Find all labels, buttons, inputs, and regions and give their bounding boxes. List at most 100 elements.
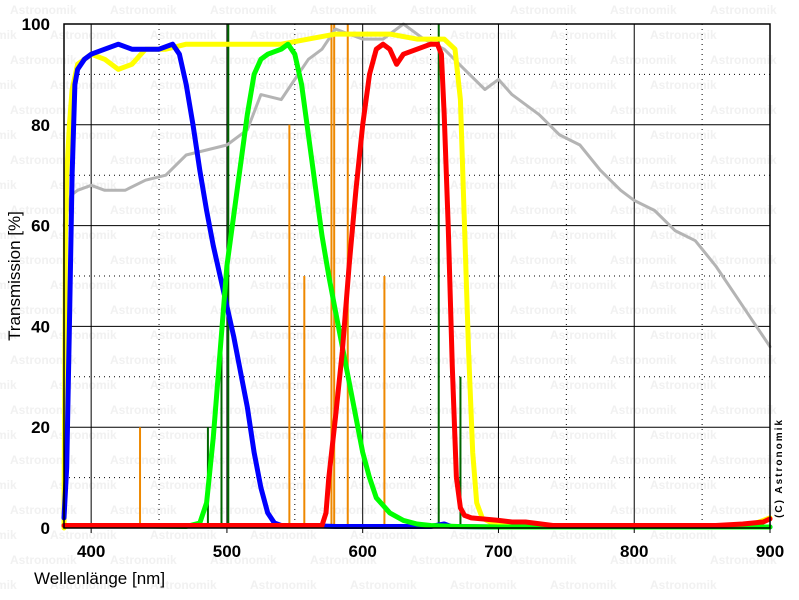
watermark-text: Astronomik <box>50 128 117 142</box>
watermark-text: Astronomik <box>0 528 17 542</box>
watermark-text: Astronomik <box>650 178 717 192</box>
watermark-text: Astronomik <box>450 28 517 42</box>
watermark-layer: Astronomik Astronomik Astronomik Astronomik… <box>0 3 777 592</box>
watermark-text: Astronomik <box>550 378 617 392</box>
watermark-text: Astronomik <box>150 528 217 542</box>
watermark-text: Astronomik <box>10 253 77 267</box>
watermark-text: Astronomik <box>0 428 17 442</box>
watermark-text: Astronomik <box>0 28 17 42</box>
watermark-text: Astronomik <box>410 303 477 317</box>
watermark-text: Astronomik <box>610 553 677 567</box>
watermark-text: Astronomik <box>250 528 317 542</box>
watermark-text: Astronomik <box>150 28 217 42</box>
watermark-text: Astronomik <box>550 228 617 242</box>
watermark-text: Astronomik <box>410 3 477 17</box>
watermark-text: Astronomik <box>410 403 477 417</box>
watermark-text: Astronomik <box>450 228 517 242</box>
y-tick-label: 40 <box>31 317 50 336</box>
watermark-text: Astronomik <box>10 53 77 67</box>
watermark-text: Astronomik <box>110 553 177 567</box>
watermark-text: Astronomik <box>510 3 577 17</box>
watermark-text: Astronomik <box>10 303 77 317</box>
watermark-text: Astronomik <box>450 278 517 292</box>
watermark-text: Astronomik <box>350 178 417 192</box>
watermark-text: Astronomik <box>110 353 177 367</box>
watermark-text: Astronomik <box>650 28 717 42</box>
watermark-text: Astronomik <box>550 478 617 492</box>
watermark-text: Astronomik <box>610 253 677 267</box>
watermark-text: Astronomik <box>0 378 17 392</box>
watermark-text: Astronomik <box>310 253 377 267</box>
watermark-text: Astronomik <box>10 3 77 17</box>
watermark-text: Astronomik <box>510 153 577 167</box>
watermark-text: Astronomik <box>110 453 177 467</box>
watermark-text: Astronomik <box>150 178 217 192</box>
series-line <box>61 41 773 528</box>
watermark-text: Astronomik <box>310 53 377 67</box>
watermark-text: Astronomik <box>610 3 677 17</box>
watermark-text: Astronomik <box>250 78 317 92</box>
watermark-text: Astronomik <box>250 328 317 342</box>
watermark-text: Astronomik <box>110 103 177 117</box>
watermark-text: Astronomik <box>310 403 377 417</box>
watermark-text: Astronomik <box>450 178 517 192</box>
y-tick-label: 20 <box>31 418 50 437</box>
watermark-text: Astronomik <box>350 78 417 92</box>
watermark-text: Astronomik <box>110 3 177 17</box>
watermark-text: Astronomik <box>10 203 77 217</box>
watermark-text: Astronomik <box>450 328 517 342</box>
watermark-text: Astronomik <box>610 503 677 517</box>
watermark-text: Astronomik <box>410 353 477 367</box>
series-line <box>61 41 773 530</box>
watermark-text: Astronomik <box>110 403 177 417</box>
series-line <box>62 22 772 349</box>
watermark-text: Astronomik <box>710 53 777 67</box>
watermark-text: Astronomik <box>710 153 777 167</box>
watermark-text: Astronomik <box>410 453 477 467</box>
watermark-text: Astronomik <box>510 503 577 517</box>
watermark-text: Astronomik <box>50 28 117 42</box>
watermark-text: Astronomik <box>110 503 177 517</box>
watermark-text: Astronomik <box>550 178 617 192</box>
x-tick-label: 800 <box>620 542 648 561</box>
series-line <box>61 41 773 530</box>
watermark-text: Astronomik <box>150 378 217 392</box>
watermark-text: Astronomik <box>710 203 777 217</box>
watermark-text: Astronomik <box>250 228 317 242</box>
watermark-text: Astronomik <box>450 478 517 492</box>
watermark-text: Astronomik <box>0 128 17 142</box>
watermark-text: Astronomik <box>650 478 717 492</box>
watermark-text: Astronomik <box>150 78 217 92</box>
watermark-text: Astronomik <box>710 403 777 417</box>
watermark-text: Astronomik <box>710 253 777 267</box>
watermark-text: Astronomik <box>150 278 217 292</box>
watermark-text: Astronomik <box>610 153 677 167</box>
watermark-text: Astronomik <box>610 353 677 367</box>
watermark-text: Astronomik <box>0 78 17 92</box>
watermark-text: Astronomik <box>550 528 617 542</box>
watermark-text: Astronomik <box>650 528 717 542</box>
watermark-text: Astronomik <box>550 578 617 592</box>
copyright-credit: (C) Astronomik <box>774 418 785 518</box>
watermark-text: Astronomik <box>550 78 617 92</box>
watermark-text: Astronomik <box>150 128 217 142</box>
watermark-text: Astronomik <box>250 578 317 592</box>
watermark-text: Astronomik <box>710 303 777 317</box>
watermark-text: Astronomik <box>510 303 577 317</box>
watermark-text: Astronomik <box>50 78 117 92</box>
watermark-text: Astronomik <box>510 403 577 417</box>
watermark-text: Astronomik <box>310 103 377 117</box>
watermark-text: Astronomik <box>650 378 717 392</box>
watermark-text: Astronomik <box>310 203 377 217</box>
watermark-text: Astronomik <box>10 403 77 417</box>
watermark-text: Astronomik <box>350 128 417 142</box>
watermark-text: Astronomik <box>510 253 577 267</box>
x-tick-label: 500 <box>213 542 241 561</box>
watermark-text: Astronomik <box>110 303 177 317</box>
watermark-text: Astronomik <box>410 203 477 217</box>
watermark-text: Astronomik <box>110 203 177 217</box>
watermark-text: Astronomik <box>0 478 17 492</box>
watermark-text: Astronomik <box>110 153 177 167</box>
watermark-text: Astronomik <box>610 453 677 467</box>
watermark-text: Astronomik <box>250 378 317 392</box>
